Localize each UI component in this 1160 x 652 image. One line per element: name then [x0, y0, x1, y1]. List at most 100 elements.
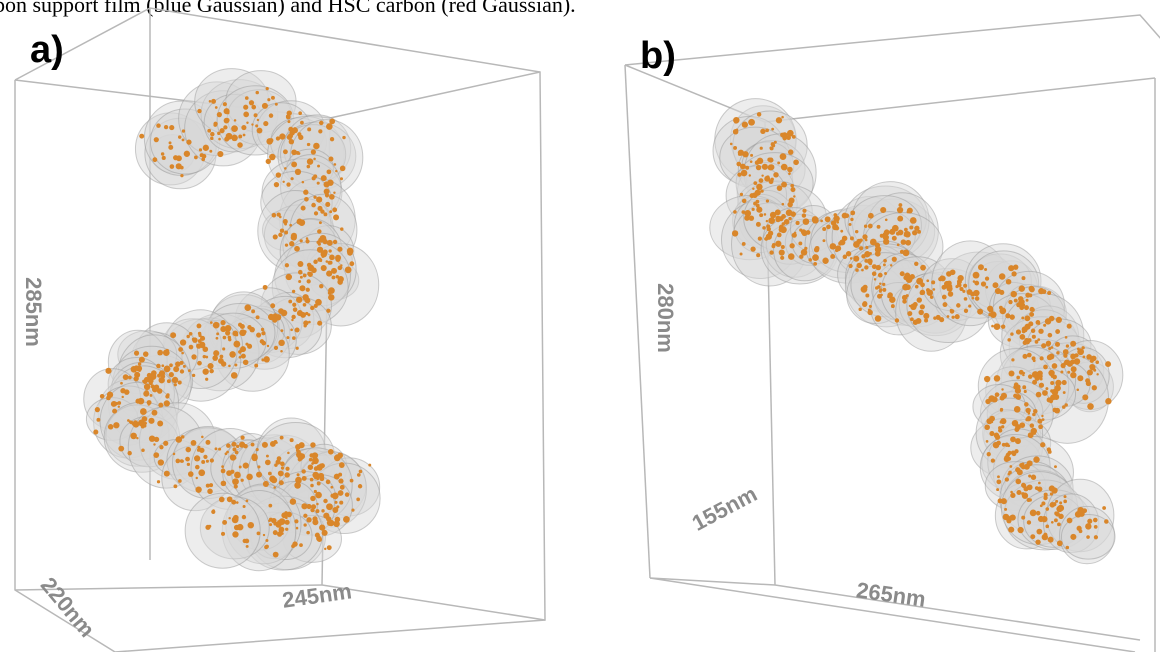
particle [294, 482, 301, 489]
particle [241, 479, 244, 482]
particle [219, 497, 225, 503]
particle [100, 394, 105, 399]
particle [877, 294, 882, 299]
particle [269, 113, 273, 117]
particle [879, 282, 881, 284]
particle [152, 410, 158, 416]
particle [278, 308, 284, 314]
particle [1015, 479, 1021, 485]
particle [1070, 534, 1076, 540]
particle [1045, 387, 1048, 390]
particle [201, 460, 205, 464]
particle [127, 419, 130, 422]
particle [1056, 317, 1062, 323]
particle [910, 217, 917, 224]
particle [1028, 321, 1033, 326]
particle [291, 162, 297, 168]
particle [277, 212, 281, 216]
particle [864, 225, 867, 228]
particle [154, 137, 159, 142]
particle [1010, 436, 1016, 442]
particle [1090, 359, 1094, 363]
particle [299, 543, 303, 547]
particle [154, 437, 159, 442]
particle [291, 315, 295, 319]
particle [1000, 395, 1005, 400]
particle [332, 493, 339, 500]
particle [995, 434, 1000, 439]
particle [784, 219, 790, 225]
particle [914, 262, 918, 266]
particle [298, 457, 302, 461]
particle [1039, 383, 1044, 388]
particle [279, 133, 285, 139]
particle [296, 151, 300, 155]
particle [310, 508, 314, 512]
particle [274, 463, 278, 467]
particle [1010, 493, 1015, 498]
particle [286, 182, 290, 186]
particle [901, 239, 907, 245]
particle [209, 150, 212, 153]
particle [134, 376, 139, 381]
particle [295, 328, 300, 333]
particle [883, 263, 886, 266]
particle [290, 438, 294, 442]
particle [246, 122, 248, 124]
particle [185, 457, 190, 462]
particle [265, 539, 268, 542]
particle [1024, 305, 1029, 310]
particle [1002, 443, 1006, 447]
particle [1045, 496, 1048, 499]
particle [310, 478, 314, 482]
particle [200, 336, 205, 341]
particle [924, 318, 928, 322]
particle [130, 433, 137, 440]
particle [962, 290, 965, 293]
particle [178, 380, 182, 384]
particle [850, 236, 854, 240]
particle [753, 202, 757, 206]
particle [1067, 371, 1070, 374]
particle [174, 383, 177, 386]
particle [321, 251, 328, 258]
particle [157, 388, 163, 394]
particle [164, 400, 170, 406]
particle [948, 291, 953, 296]
particle [217, 151, 223, 157]
particle [1019, 422, 1025, 428]
particle [135, 399, 140, 404]
particle [1077, 507, 1084, 514]
particle [197, 361, 202, 366]
particle [108, 424, 113, 429]
particle [276, 172, 281, 177]
particle [292, 303, 296, 307]
particle [273, 486, 276, 489]
particle [1082, 394, 1088, 400]
particle [164, 471, 170, 477]
particle [766, 199, 769, 202]
particle [329, 210, 332, 213]
particle [767, 227, 771, 231]
particle [732, 230, 738, 236]
particle [245, 539, 250, 544]
particle [1035, 340, 1039, 344]
particle [192, 337, 197, 342]
particle [859, 246, 863, 250]
particle [278, 340, 284, 346]
particle [1038, 288, 1044, 294]
particle [216, 337, 219, 340]
particle [777, 185, 783, 191]
particle [1029, 287, 1035, 293]
particle [996, 488, 999, 491]
particle [313, 260, 317, 264]
particle [875, 251, 881, 257]
particle [788, 253, 795, 260]
particle [288, 300, 292, 304]
particle [1057, 540, 1063, 546]
particle [292, 336, 296, 340]
particle [313, 458, 316, 461]
particle [1045, 318, 1051, 324]
particle [242, 515, 246, 519]
particle [869, 262, 872, 265]
